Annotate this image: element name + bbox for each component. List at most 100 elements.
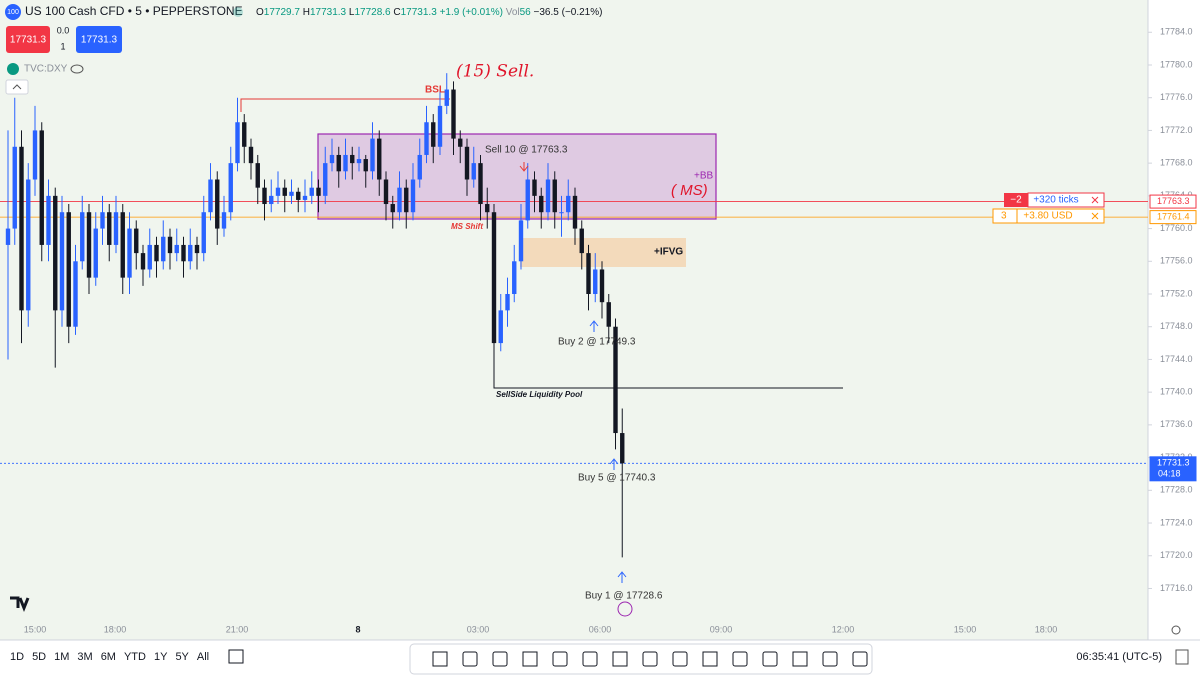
hide-icon[interactable] bbox=[70, 64, 84, 74]
candle-body bbox=[140, 253, 146, 270]
drawing-tool[interactable] bbox=[492, 651, 508, 667]
price-tag-label: 17761.4 bbox=[1157, 211, 1190, 221]
candle-body bbox=[53, 195, 58, 311]
candle-body bbox=[228, 163, 233, 213]
candle-body bbox=[377, 138, 382, 180]
quantity[interactable]: 1 bbox=[60, 41, 65, 51]
price-tag bbox=[1149, 210, 1197, 225]
y-tick-label: 17724.0 bbox=[1160, 517, 1193, 527]
drawing-tool[interactable] bbox=[642, 651, 658, 667]
drawing-tool[interactable] bbox=[612, 651, 628, 667]
indicator[interactable]: TVC:DXY bbox=[24, 64, 68, 75]
buy-price[interactable]: 17731.3 bbox=[81, 35, 118, 46]
candle-body bbox=[154, 244, 159, 262]
drawing-tool[interactable] bbox=[852, 651, 868, 667]
collapse-button[interactable] bbox=[5, 79, 29, 95]
candle-body bbox=[289, 191, 294, 196]
candle-body bbox=[302, 195, 308, 200]
candle-body bbox=[282, 187, 287, 196]
candle-body bbox=[518, 220, 524, 262]
range-button[interactable]: YTD bbox=[124, 651, 146, 663]
position-pnl[interactable] bbox=[1016, 208, 1105, 224]
candle-body bbox=[26, 179, 31, 311]
candle-body bbox=[194, 244, 200, 254]
candle-body bbox=[107, 212, 112, 245]
event-icon[interactable] bbox=[617, 601, 633, 617]
range-button[interactable]: 5D bbox=[32, 651, 46, 663]
range-button[interactable]: 5Y bbox=[175, 651, 189, 663]
drawing-tool[interactable] bbox=[762, 651, 778, 667]
tv-logo bbox=[10, 596, 30, 613]
order-label: Buy 2 @ 17749.3 bbox=[558, 337, 636, 348]
candle-body bbox=[242, 122, 247, 147]
drawing-tool[interactable] bbox=[822, 651, 838, 667]
candle-body bbox=[323, 163, 328, 196]
y-tick-label: 17768.0 bbox=[1160, 158, 1193, 168]
y-tick-label: 17748.0 bbox=[1160, 321, 1193, 331]
candle-body bbox=[32, 130, 38, 180]
x-tick-label: 15:00 bbox=[954, 624, 977, 634]
position-pnl[interactable] bbox=[1027, 192, 1105, 208]
buy-button[interactable] bbox=[76, 26, 122, 53]
candle-body bbox=[620, 433, 625, 464]
candle-body bbox=[437, 105, 443, 147]
candle-body bbox=[356, 159, 362, 164]
drawing-tool[interactable] bbox=[582, 651, 598, 667]
range-button[interactable]: All bbox=[197, 651, 209, 663]
candle-body bbox=[235, 122, 240, 164]
sell-button[interactable] bbox=[6, 26, 50, 53]
range-button[interactable]: 1D bbox=[10, 651, 24, 663]
candle-body bbox=[552, 179, 557, 213]
plot-background bbox=[0, 0, 1148, 640]
candle-body bbox=[19, 146, 24, 311]
candle-body bbox=[343, 154, 348, 172]
x-tick-label: 03:00 bbox=[467, 624, 490, 634]
market-status bbox=[233, 7, 243, 17]
position-qty-text: 3 bbox=[1001, 211, 1007, 222]
x-tick-label: 21:00 bbox=[226, 624, 249, 634]
drawing-tool[interactable] bbox=[702, 651, 718, 667]
y-tick-label: 17740.0 bbox=[1160, 387, 1193, 397]
close-icon[interactable] bbox=[1091, 196, 1099, 204]
candle-body bbox=[404, 187, 409, 213]
compare-icon[interactable] bbox=[1175, 649, 1189, 665]
drawing-tool[interactable] bbox=[552, 651, 568, 667]
range-button[interactable]: 1Y bbox=[154, 651, 168, 663]
order-label: Sell 10 @ 17763.3 bbox=[485, 145, 568, 156]
range-button[interactable]: 3M bbox=[77, 651, 92, 663]
drawing-tool[interactable] bbox=[672, 651, 688, 667]
ohlc: O17729.7 H17731.3 L17728.6 C17731.3 +1.9… bbox=[256, 7, 602, 18]
candle-body bbox=[147, 244, 152, 270]
range-button[interactable]: 1M bbox=[54, 651, 69, 663]
drawing-tool[interactable] bbox=[462, 651, 478, 667]
candle-body bbox=[417, 154, 422, 180]
order-label: Buy 5 @ 17740.3 bbox=[578, 473, 656, 484]
candle-body bbox=[208, 179, 213, 213]
price-tag-label: 17763.3 bbox=[1157, 196, 1190, 206]
countdown: 04:18 bbox=[1158, 469, 1181, 479]
y-tick-label: 17784.0 bbox=[1160, 27, 1193, 37]
candle-body bbox=[201, 212, 206, 254]
value: 56 bbox=[520, 7, 532, 18]
label: H bbox=[303, 7, 310, 18]
spread: 0.0 bbox=[57, 25, 70, 35]
date-range-icon[interactable] bbox=[228, 649, 244, 664]
candle-body bbox=[559, 212, 564, 214]
position-pnl-text: +320 ticks bbox=[1033, 195, 1078, 206]
close-icon[interactable] bbox=[1091, 212, 1099, 220]
drawing-tool[interactable] bbox=[522, 651, 538, 667]
candle-body bbox=[262, 187, 267, 205]
candle-body bbox=[458, 138, 463, 147]
drawing-tool[interactable] bbox=[732, 651, 748, 667]
candle-body bbox=[215, 179, 220, 229]
y-tick-label: 17776.0 bbox=[1160, 92, 1193, 102]
sell-price[interactable]: 17731.3 bbox=[10, 35, 47, 46]
drawing-tool[interactable] bbox=[432, 651, 448, 667]
settings-icon[interactable] bbox=[1171, 625, 1181, 635]
range-button[interactable]: 6M bbox=[101, 651, 116, 663]
candle-body bbox=[370, 138, 375, 172]
position-qty[interactable] bbox=[1004, 193, 1028, 207]
symbol[interactable]: US 100 Cash CFD • 5 • PEPPERSTONE bbox=[25, 4, 243, 18]
drawing-tool[interactable] bbox=[792, 651, 808, 667]
candle-body bbox=[120, 212, 125, 278]
